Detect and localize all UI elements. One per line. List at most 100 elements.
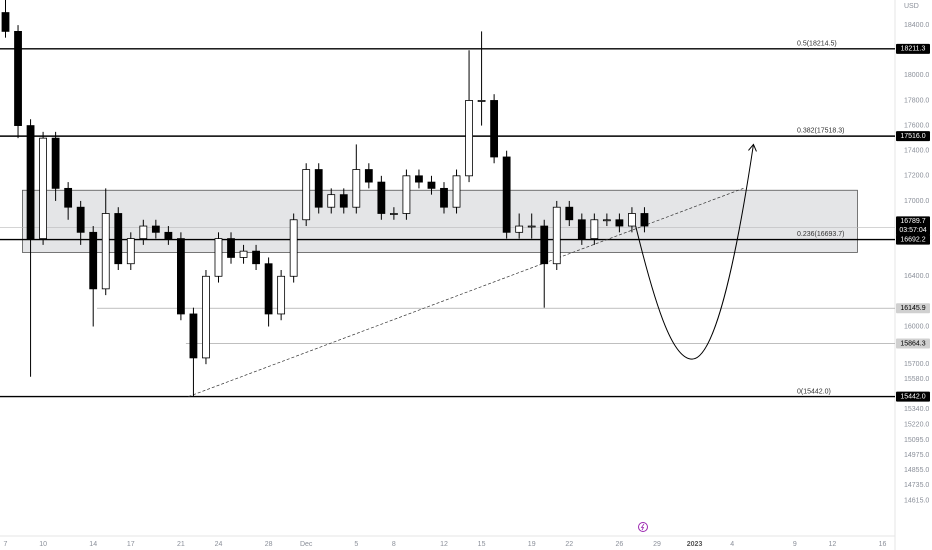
x-tick-label: 14: [89, 541, 97, 548]
y-tick-label: 14975.0: [904, 452, 929, 459]
candle-body: [527, 225, 536, 228]
alert-bolt: [640, 523, 645, 531]
candle-body: [389, 213, 398, 215]
candle-body: [540, 225, 549, 265]
candle-body: [590, 219, 599, 240]
candle-body: [352, 169, 361, 208]
candle-body: [14, 30, 22, 126]
candle-body: [602, 219, 611, 222]
x-tick-label: 9: [793, 541, 797, 548]
y-tick-label: 15220.0: [904, 421, 929, 428]
candle-body: [264, 263, 273, 315]
level-price-box: [896, 43, 930, 54]
y-tick-label: 16000.0: [904, 323, 929, 330]
candle-body: [314, 169, 323, 208]
current-price-label: 16789.7: [900, 218, 925, 225]
y-tick-label: 15095.0: [904, 437, 929, 444]
y-tick-label: 14735.0: [904, 482, 929, 489]
candle-body: [452, 175, 461, 208]
x-tick-label: 7: [4, 541, 8, 548]
y-tick-label: 14615.0: [904, 497, 929, 504]
countdown: 03:57:04: [899, 227, 926, 234]
x-tick-label: 4: [730, 541, 734, 548]
x-tick-label: Dec: [300, 541, 313, 548]
candle-body: [126, 238, 135, 265]
x-tick-label: 29: [653, 541, 661, 548]
candle-body: [502, 156, 511, 233]
y-tick-label: 15700.0: [904, 361, 929, 368]
y-tick-label: 15580.0: [904, 376, 929, 383]
trendline: [188, 188, 744, 397]
candle-body: [64, 187, 73, 208]
candle-body: [252, 250, 260, 265]
x-tick-label: 8: [392, 541, 396, 548]
candle-body: [565, 206, 574, 221]
candle-body: [427, 181, 436, 189]
y-tick-label: 16400.0: [904, 273, 929, 280]
x-tick-label: 28: [265, 541, 273, 548]
x-tick-label: 19: [528, 541, 536, 548]
x-tick-label: 12: [828, 541, 836, 548]
candle-body: [51, 137, 60, 189]
candle-body: [277, 275, 286, 315]
candle-body: [26, 125, 35, 240]
candle-body: [477, 100, 486, 102]
fib-label: 0(15442.0): [797, 388, 831, 395]
candle-body: [415, 175, 423, 183]
level-price-box: [896, 131, 930, 142]
candle-body: [1, 12, 10, 32]
candle-body: [101, 213, 110, 290]
candle-body: [289, 219, 298, 277]
candle-body: [89, 231, 98, 290]
candle-body: [302, 169, 311, 221]
candle-body: [227, 238, 235, 258]
x-tick-label: 15: [478, 541, 486, 548]
candle-body: [114, 213, 123, 265]
level-price-label: 16145.9: [900, 305, 925, 312]
x-tick-label: 22: [565, 541, 573, 548]
candle-body: [640, 213, 649, 227]
alert-icon[interactable]: [638, 522, 648, 532]
current-price-box: [896, 216, 930, 236]
level-price-label: 17516.0: [900, 133, 925, 140]
candle-body: [339, 194, 348, 208]
candle-body: [202, 275, 210, 359]
candle-body: [239, 250, 248, 258]
x-tick-label: 26: [615, 541, 623, 548]
level-price-label: 15442.0: [900, 393, 925, 400]
candle-body: [189, 313, 198, 359]
level-price-box: [896, 338, 930, 349]
candle-body: [139, 225, 148, 240]
currency: USD: [904, 3, 919, 10]
candle-body: [214, 238, 223, 277]
alert-circle: [638, 522, 648, 532]
candle-body: [577, 219, 586, 240]
level-price-label: 15864.3: [900, 340, 925, 347]
candle-body: [490, 100, 499, 158]
candle-body: [615, 219, 624, 227]
y-tick-label: 18400.0: [904, 22, 929, 29]
y-tick-label: 17200.0: [904, 173, 929, 180]
y-tick-label: 17600.0: [904, 122, 929, 129]
level-price-label: 16692.2: [900, 236, 925, 243]
x-tick-label: 17: [127, 541, 135, 548]
x-tick-label: 12: [440, 541, 448, 548]
x-tick-label: 16: [879, 541, 887, 548]
candle-body: [552, 206, 561, 265]
candle-body: [39, 137, 47, 240]
candle-body: [628, 213, 636, 227]
x-tick-label: 2023: [687, 541, 703, 548]
candle-body: [151, 225, 160, 233]
candle-body: [177, 238, 185, 315]
candle-body: [402, 175, 411, 214]
candle-body: [76, 206, 85, 233]
fib-label: 0.5(18214.5): [797, 40, 837, 47]
y-tick-label: 18000.0: [904, 72, 929, 79]
candle-body: [164, 231, 173, 240]
candle-body: [377, 181, 386, 214]
level-price-box: [896, 234, 930, 245]
level-price-box: [896, 391, 930, 402]
x-tick-label: 5: [354, 541, 358, 548]
x-tick-label: 21: [177, 541, 185, 548]
